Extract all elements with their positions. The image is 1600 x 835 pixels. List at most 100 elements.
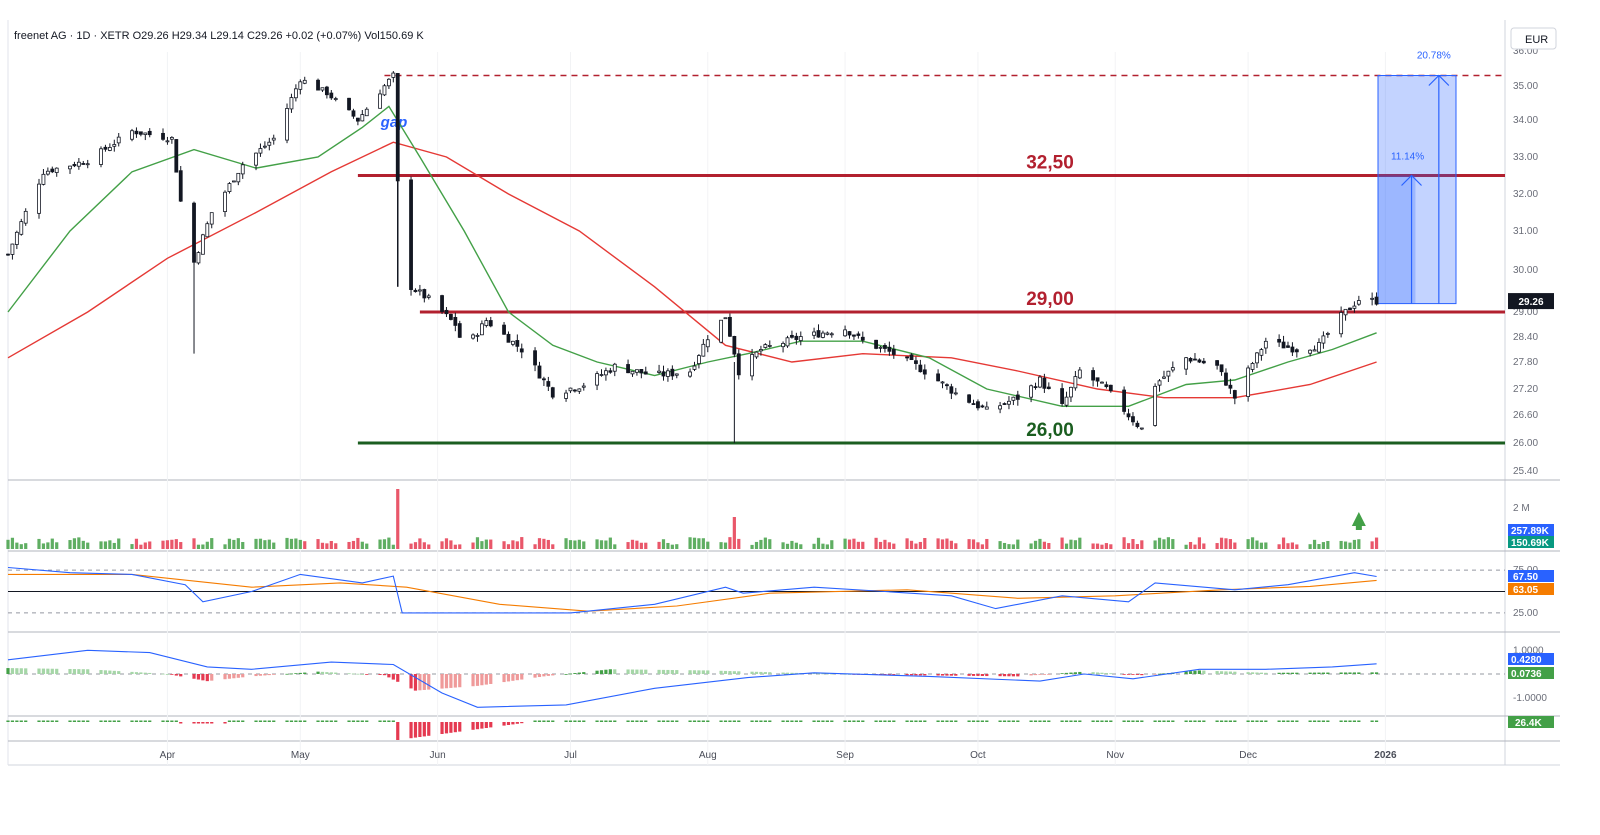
- macd-histogram-bar: [1250, 672, 1255, 674]
- volume-up-arrow: [1351, 512, 1366, 526]
- macd-histogram-bar: [515, 674, 519, 681]
- macd-histogram-bar: [99, 670, 103, 674]
- ma-slow-line: [7, 141, 1377, 399]
- volume-bar: [267, 539, 271, 549]
- macd-histogram-bar: [1374, 672, 1379, 674]
- gap-label: gap: [380, 114, 408, 131]
- vosc-bar: [878, 720, 883, 722]
- candle-body: [812, 331, 816, 336]
- candle-body: [488, 320, 493, 327]
- vosc-bar: [719, 720, 723, 722]
- vosc-bar: [706, 720, 710, 722]
- vosc-bar: [971, 720, 976, 722]
- volume-bar: [940, 539, 945, 549]
- candle-body: [426, 295, 431, 298]
- vosc-bar: [148, 720, 152, 722]
- candle-body: [1294, 349, 1299, 353]
- vosc-bar: [626, 720, 630, 722]
- volume-bar: [799, 544, 803, 549]
- volume-bar: [971, 539, 976, 549]
- symbol-header: freenet AG · 1D · XETR O29.26 H29.34 L29…: [14, 30, 424, 42]
- volume-bar: [1233, 542, 1237, 549]
- candle-body: [909, 354, 914, 361]
- volume-tick: 2 M: [1513, 503, 1530, 514]
- volume-bar: [1228, 539, 1233, 549]
- level-label-29,00: 29,00: [1026, 289, 1074, 310]
- candle-body: [23, 210, 28, 224]
- volume-bar: [179, 542, 183, 549]
- macd-histogram-bar: [750, 671, 754, 674]
- price-tick-label: 32.00: [1513, 189, 1538, 200]
- macd-histogram-bar: [790, 672, 794, 674]
- volume-bar: [1029, 543, 1033, 549]
- volume-bar: [391, 544, 395, 549]
- macd-histogram-bar: [949, 674, 953, 676]
- volume-bar: [701, 538, 705, 549]
- candle-body: [103, 146, 108, 150]
- date-label: Jun: [430, 750, 446, 761]
- candle-body: [1197, 359, 1202, 363]
- macd-histogram-bar: [267, 674, 271, 676]
- candle-body: [1042, 377, 1047, 389]
- vosc-bar: [914, 720, 918, 722]
- volume-bar: [325, 543, 329, 549]
- vosc-bar: [861, 720, 865, 722]
- macd-histogram-bar: [785, 672, 790, 674]
- candle-body: [781, 342, 785, 348]
- macd-histogram-bar: [918, 674, 922, 676]
- macd-histogram-bar: [1246, 672, 1250, 674]
- candle-body: [116, 136, 121, 144]
- candle-body: [258, 148, 263, 154]
- macd-histogram-bar: [1277, 672, 1281, 674]
- macd-histogram-bar: [179, 674, 183, 677]
- vosc-bar: [892, 720, 896, 722]
- macd-histogram-bar: [604, 669, 608, 674]
- macd-histogram-bar: [81, 669, 85, 674]
- vosc-bar: [1312, 720, 1317, 722]
- vosc-bar: [608, 720, 612, 722]
- macd-histogram-bar: [599, 670, 604, 674]
- volume-bar: [980, 544, 984, 549]
- volume-bar: [630, 539, 635, 549]
- vosc-bar: [737, 720, 741, 722]
- volume-bar: [471, 542, 475, 549]
- volume-bar: [1374, 537, 1379, 549]
- vosc-bar: [1374, 720, 1379, 722]
- vosc-bar: [577, 720, 581, 722]
- volume-bar: [998, 541, 1002, 549]
- candle-body: [821, 332, 825, 338]
- candle-body: [763, 344, 768, 348]
- vosc-bar: [484, 722, 488, 728]
- macd-histogram-bar: [825, 673, 829, 675]
- volume-bar: [1281, 537, 1286, 549]
- currency-button[interactable]: EUR: [1510, 27, 1557, 50]
- volume-bar: [564, 538, 568, 549]
- macd-histogram-bar: [923, 674, 927, 676]
- volume-bar: [1352, 539, 1357, 549]
- vosc-bar: [360, 720, 364, 722]
- vosc-bar: [1038, 720, 1042, 722]
- candle-body: [174, 139, 179, 173]
- candle-body: [922, 369, 927, 375]
- candle-body: [635, 369, 639, 373]
- volume-bar: [949, 540, 953, 549]
- macd-histogram-bar: [453, 674, 457, 688]
- volume-bar: [1104, 543, 1108, 549]
- candle-body: [1188, 358, 1193, 362]
- date-label: May: [291, 750, 310, 761]
- vosc-bar: [1193, 720, 1197, 722]
- vosc-bar: [936, 720, 940, 722]
- candle-body: [1002, 403, 1007, 405]
- macd-histogram-bar: [985, 674, 989, 677]
- volume-bar: [794, 542, 798, 549]
- candle-body: [581, 385, 586, 388]
- vosc-bar: [909, 720, 914, 722]
- volume-bar: [236, 538, 240, 549]
- volume-bar: [790, 540, 794, 549]
- volume-bar: [1286, 543, 1290, 549]
- macd-histogram-bar: [551, 674, 555, 676]
- volume-bar: [1011, 544, 1015, 549]
- macd-histogram-bar: [1348, 672, 1352, 674]
- candle-body: [798, 336, 803, 341]
- macd-histogram-bar: [537, 674, 542, 678]
